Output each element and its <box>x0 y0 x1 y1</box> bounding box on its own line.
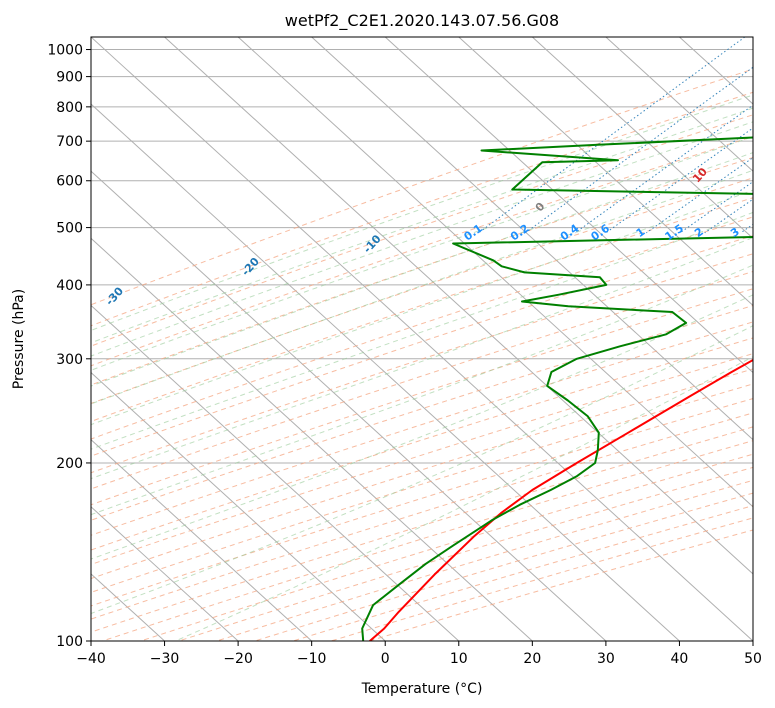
isotherm-line <box>237 37 753 508</box>
y-tick-label: 900 <box>56 70 83 86</box>
mixing-ratio-line <box>740 223 753 234</box>
isotherm-line <box>752 37 753 38</box>
dry-adiabat-label: 0 <box>533 200 548 215</box>
moist-adiabat-line <box>91 121 753 357</box>
dry-adiabat-line <box>140 453 753 641</box>
dry-adiabat-label: -10 <box>361 232 384 256</box>
dry-adiabat-line <box>91 114 753 347</box>
dry-adiabat-line <box>292 505 753 641</box>
mixing-ratio-label: 0.2 <box>508 222 531 244</box>
x-tick-label: −20 <box>223 651 253 667</box>
mixing-ratio-line <box>478 37 746 234</box>
moist-adiabat-line <box>91 152 753 387</box>
mixing-ratio-line <box>767 37 775 233</box>
x-tick-label: −30 <box>150 651 180 667</box>
x-tick-label: −10 <box>297 651 327 667</box>
y-tick-label: 800 <box>56 100 83 116</box>
mixing-ratio-line <box>574 104 753 234</box>
y-tick-label: 300 <box>56 352 83 368</box>
dry-adiabat-line <box>91 426 753 633</box>
dry-adiabat-line <box>178 466 753 641</box>
moist-adiabat-line <box>91 169 753 405</box>
x-tick-label: 20 <box>523 651 541 667</box>
isotherm-line <box>91 371 386 641</box>
dry-adiabat-label: -30 <box>103 284 126 308</box>
dry-adiabat-line <box>91 235 753 457</box>
moist-adiabat-line <box>175 356 753 641</box>
y-tick-label: 100 <box>56 634 83 650</box>
moist-adiabat-line <box>91 236 753 480</box>
dry-adiabat-line <box>91 270 753 490</box>
y-tick-label: 400 <box>56 278 83 294</box>
dry-adiabat-label: 10 <box>690 165 710 185</box>
moist-adiabat-line <box>91 211 753 450</box>
y-tick-label: 600 <box>56 174 83 190</box>
dry-adiabat-line <box>91 321 753 536</box>
isotherm-line <box>91 37 753 641</box>
dry-adiabat-line <box>91 197 753 422</box>
isotherm-line <box>458 37 753 307</box>
x-tick-label: 10 <box>450 651 468 667</box>
y-tick-label: 200 <box>56 456 83 472</box>
dry-adiabat-line <box>102 440 753 641</box>
moist-adiabat-line <box>91 107 753 344</box>
x-axis-label: Temperature (°C) <box>361 681 483 697</box>
moist-adiabat-line <box>91 264 753 516</box>
moist-adiabat-line <box>91 136 753 371</box>
y-tick-label: 500 <box>56 221 83 237</box>
mixing-ratio-line <box>525 66 753 234</box>
y-axis-label: Pressure (hPa) <box>11 289 27 389</box>
moist-adiabat-line <box>91 94 753 332</box>
isotherm-line <box>91 237 533 641</box>
mixing-ratio-line <box>605 127 753 234</box>
x-tick-label: 0 <box>381 651 390 667</box>
plot-frame <box>90 36 754 642</box>
isotherm-line <box>91 506 239 641</box>
isotherm-line <box>91 170 607 641</box>
moist-adiabat-line <box>91 325 753 615</box>
x-tick-label: 50 <box>744 651 762 667</box>
x-tick-label: −40 <box>76 651 106 667</box>
isotherm-line <box>91 438 313 641</box>
temperature-profile-line <box>369 358 753 641</box>
dewpoint-profile-line <box>361 136 753 641</box>
isotherm-line <box>384 37 753 374</box>
mixing-ratio-line <box>679 181 753 234</box>
isotherm-line <box>531 37 753 240</box>
dry-adiabat-label: -20 <box>239 255 262 279</box>
moist-adiabat-line <box>91 294 753 560</box>
dry-adiabat-line <box>91 368 753 580</box>
dry-adiabat-line <box>91 337 753 551</box>
isotherm-line <box>605 37 753 172</box>
chart-title: wetPf2_C2E1.2020.143.07.56.G08 <box>285 11 559 31</box>
x-tick-label: 30 <box>597 651 615 667</box>
y-tick-label: 1000 <box>47 43 83 59</box>
moist-adiabat-line <box>91 189 753 426</box>
y-tick-label: 700 <box>56 134 83 150</box>
x-tick-label: 40 <box>671 651 689 667</box>
dry-adiabat-line <box>91 177 753 404</box>
dry-adiabat-line <box>91 288 753 506</box>
isotherm-line <box>91 304 460 641</box>
mixing-ratio-label: 0.1 <box>461 222 484 244</box>
isotherm-line <box>91 103 680 641</box>
dry-adiabat-line <box>91 68 753 306</box>
